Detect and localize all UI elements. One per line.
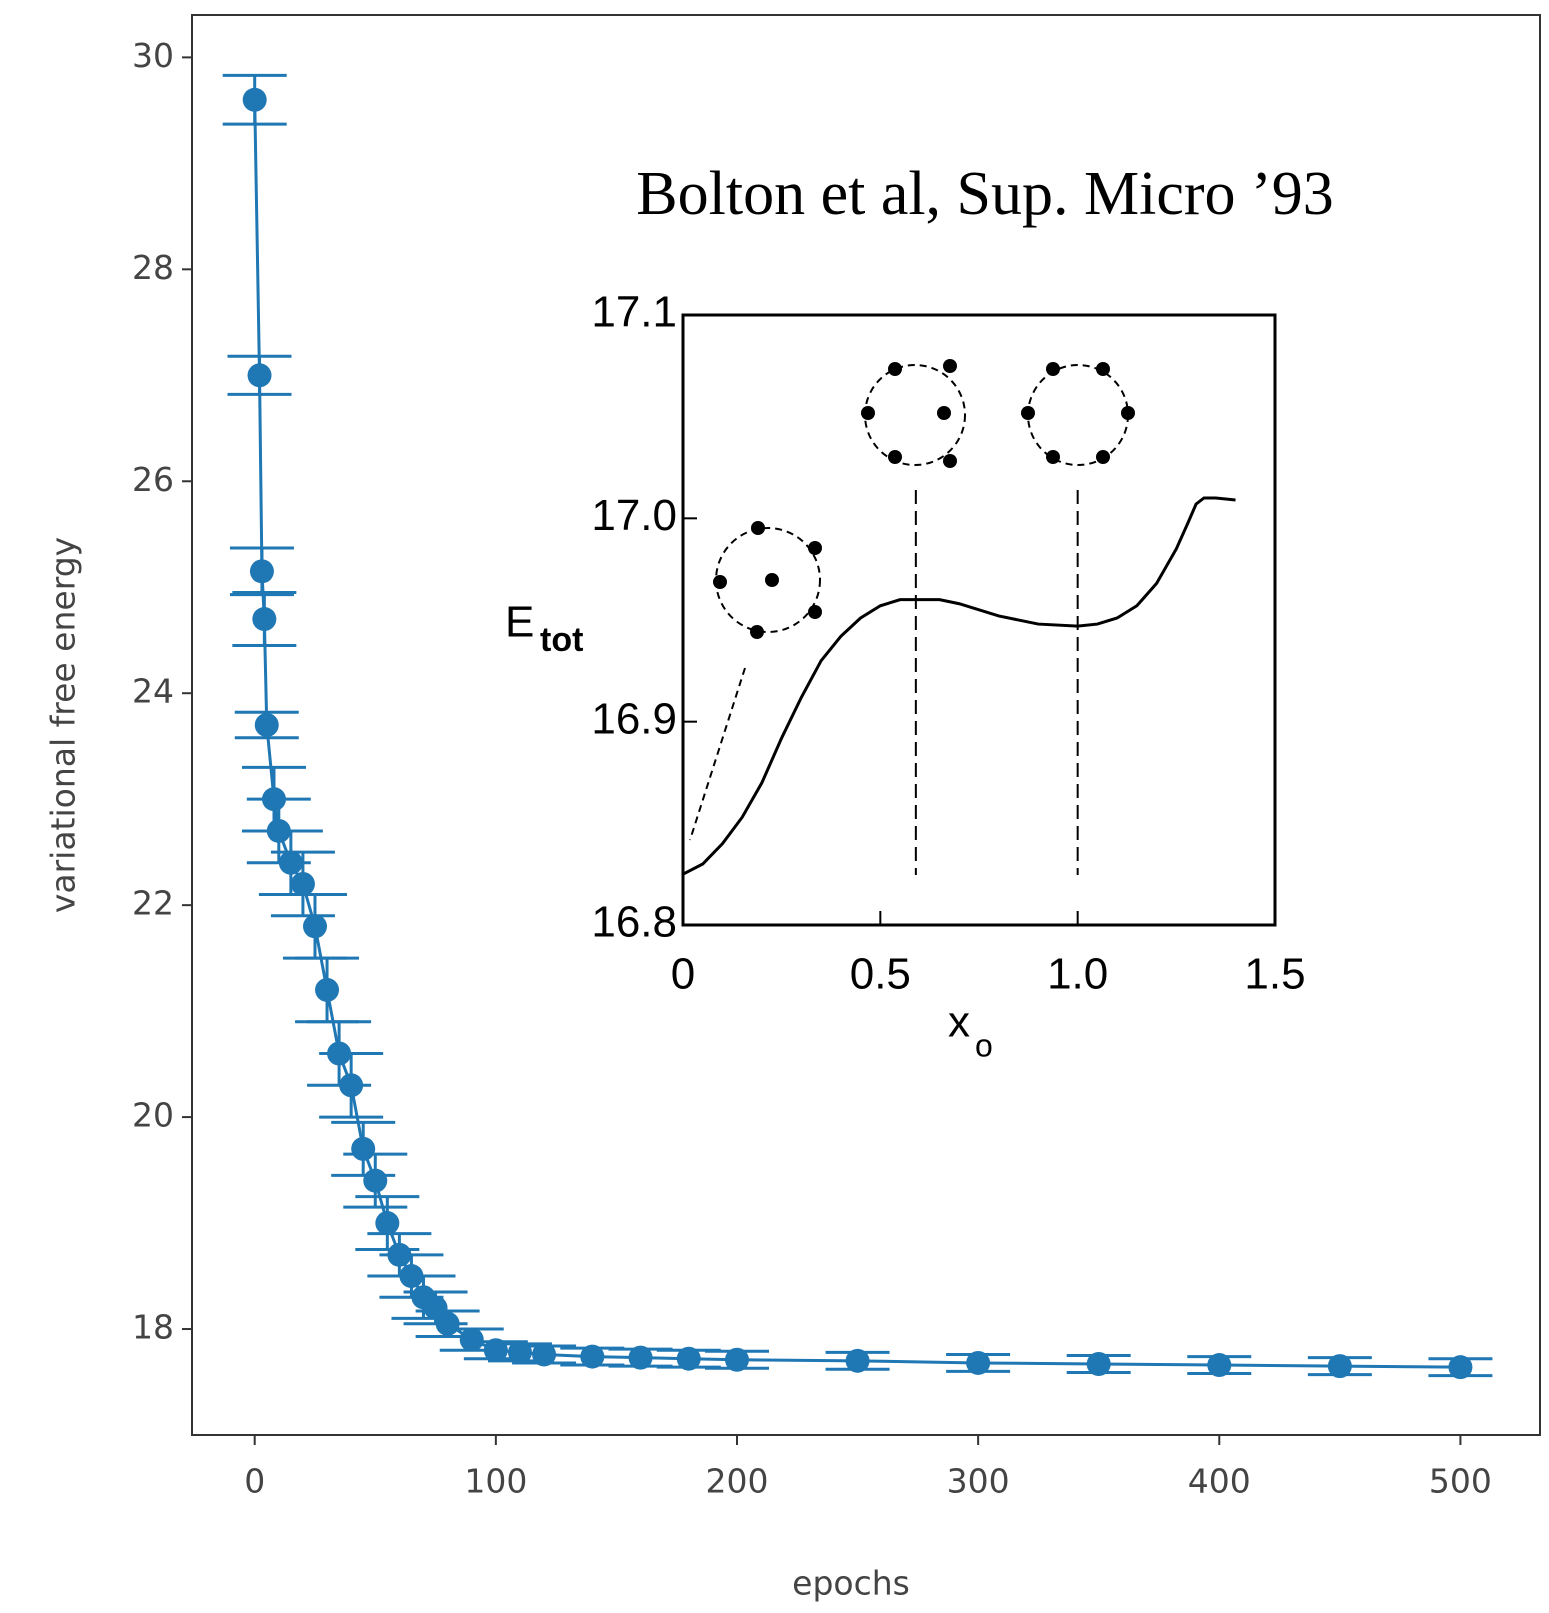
x-tick-label: 300 — [947, 1462, 1010, 1501]
point — [1327, 1354, 1352, 1379]
curve — [682, 496, 1236, 876]
axes-frame — [191, 14, 1541, 1436]
point — [247, 363, 272, 388]
point — [252, 607, 277, 632]
point — [507, 1340, 532, 1365]
y-tick-label: 22 — [132, 884, 174, 923]
point — [1086, 1352, 1111, 1376]
x-tick-label: 1.0 — [1047, 950, 1108, 999]
axes-frame — [681, 313, 1277, 927]
y-tick-label: 30 — [132, 36, 174, 75]
point — [363, 1168, 388, 1193]
point — [845, 1348, 870, 1373]
y-axis-label: variational free energy — [44, 537, 83, 913]
x-axis-label-sub: o — [975, 1027, 993, 1063]
x-tick-label: 200 — [705, 1462, 768, 1501]
point — [290, 871, 315, 896]
point — [278, 850, 303, 875]
y-tick-label: 24 — [132, 672, 174, 711]
point — [254, 713, 279, 737]
x-tick-label: 500 — [1429, 1462, 1492, 1501]
y-axis-label: E — [505, 598, 534, 647]
y-axis-label-sub: tot — [540, 621, 583, 659]
y-tick-label: 28 — [132, 248, 174, 287]
point — [1448, 1355, 1473, 1380]
point — [339, 1073, 364, 1098]
point — [315, 977, 340, 1002]
inset-title: Bolton et al, Sup. Micro ’93 — [636, 160, 1333, 228]
point — [351, 1136, 376, 1161]
point — [532, 1342, 557, 1367]
x-tick-label: 0 — [671, 950, 695, 999]
x-tick-label: 1.5 — [1244, 950, 1305, 999]
ring-dots — [713, 359, 1135, 639]
point — [242, 87, 267, 112]
point — [302, 914, 327, 939]
y-tick-label: 26 — [132, 460, 174, 499]
y-tick-label: 16.9 — [591, 694, 677, 743]
point — [375, 1211, 400, 1236]
point — [676, 1346, 701, 1371]
x-axis-label: x — [948, 998, 970, 1047]
point — [249, 559, 274, 584]
point — [1207, 1353, 1232, 1378]
point — [628, 1345, 653, 1370]
y-tick-label: 17.0 — [591, 491, 677, 540]
point — [435, 1311, 460, 1336]
point — [483, 1338, 508, 1363]
y-tick-label: 16.8 — [591, 898, 677, 947]
point — [459, 1327, 484, 1352]
x-axis-label: epochs — [792, 1564, 910, 1603]
y-tick-label: 18 — [132, 1308, 174, 1347]
point — [580, 1344, 605, 1369]
x-tick-label: 0.5 — [850, 950, 911, 999]
x-tick-label: 0 — [244, 1462, 265, 1501]
point — [966, 1350, 991, 1375]
x-tick-label: 100 — [464, 1462, 527, 1501]
y-tick-label: 20 — [132, 1096, 174, 1135]
point — [724, 1347, 749, 1372]
y-tick-label: 17.1 — [591, 288, 677, 337]
x-tick-label: 400 — [1188, 1462, 1251, 1501]
